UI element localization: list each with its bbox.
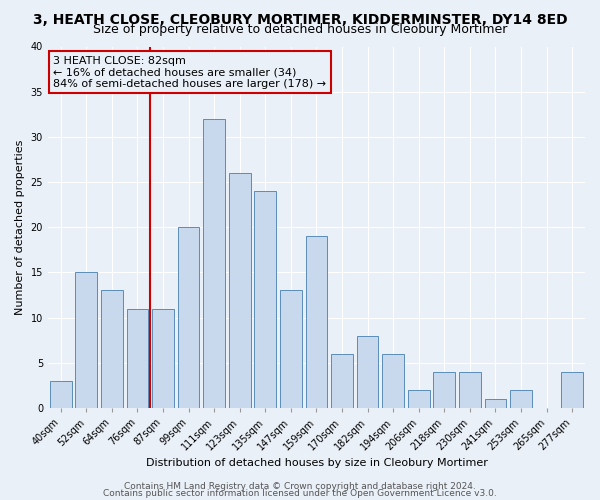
X-axis label: Distribution of detached houses by size in Cleobury Mortimer: Distribution of detached houses by size … xyxy=(146,458,487,468)
Bar xyxy=(382,354,404,408)
Bar xyxy=(408,390,430,408)
Bar xyxy=(127,308,148,408)
Text: Contains HM Land Registry data © Crown copyright and database right 2024.: Contains HM Land Registry data © Crown c… xyxy=(124,482,476,491)
Bar xyxy=(280,290,302,408)
Bar xyxy=(562,372,583,408)
Text: Size of property relative to detached houses in Cleobury Mortimer: Size of property relative to detached ho… xyxy=(93,22,507,36)
Bar xyxy=(178,227,199,408)
Text: 3 HEATH CLOSE: 82sqm
← 16% of detached houses are smaller (34)
84% of semi-detac: 3 HEATH CLOSE: 82sqm ← 16% of detached h… xyxy=(53,56,326,88)
Text: 3, HEATH CLOSE, CLEOBURY MORTIMER, KIDDERMINSTER, DY14 8ED: 3, HEATH CLOSE, CLEOBURY MORTIMER, KIDDE… xyxy=(32,12,568,26)
Bar xyxy=(433,372,455,408)
Bar xyxy=(50,381,71,408)
Bar xyxy=(101,290,123,408)
Y-axis label: Number of detached properties: Number of detached properties xyxy=(15,140,25,315)
Bar xyxy=(229,173,251,408)
Bar xyxy=(152,308,174,408)
Bar xyxy=(331,354,353,408)
Bar xyxy=(76,272,97,408)
Bar xyxy=(485,399,506,408)
Bar xyxy=(459,372,481,408)
Text: Contains public sector information licensed under the Open Government Licence v3: Contains public sector information licen… xyxy=(103,489,497,498)
Bar xyxy=(305,236,328,408)
Bar xyxy=(203,119,225,408)
Bar xyxy=(254,191,276,408)
Bar xyxy=(510,390,532,408)
Bar xyxy=(357,336,379,408)
